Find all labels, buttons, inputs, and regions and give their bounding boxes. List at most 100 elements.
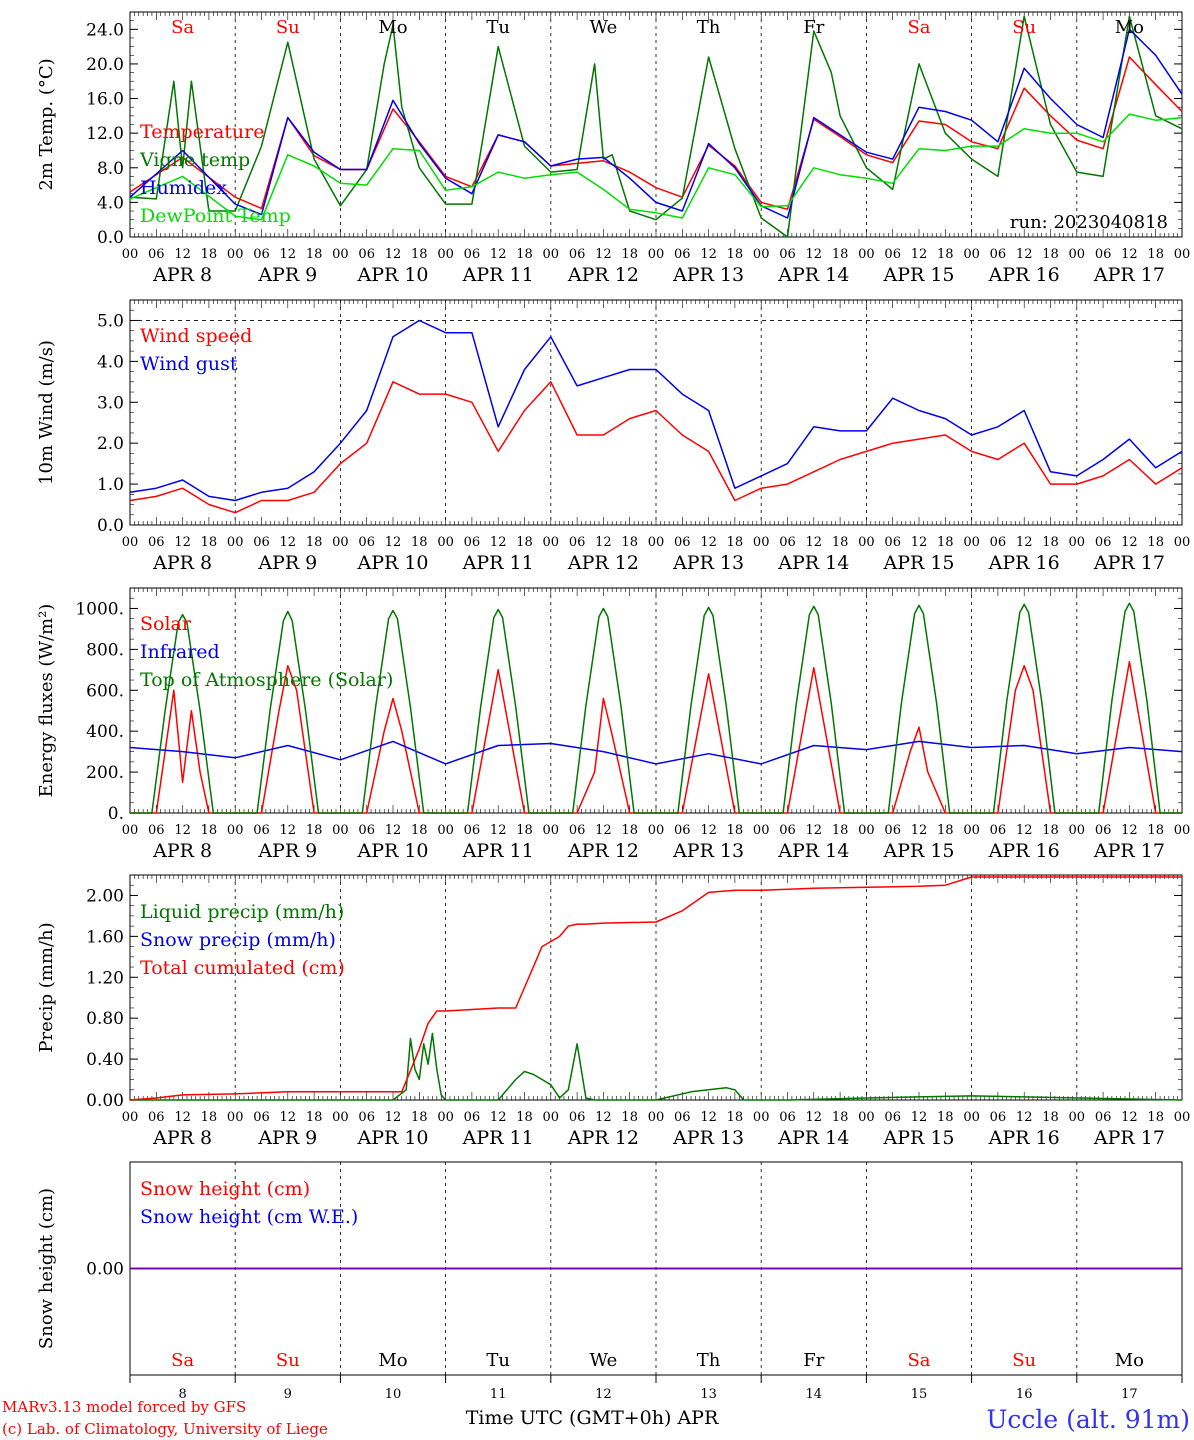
hour-tick-label: 18 bbox=[1042, 247, 1059, 262]
series-line bbox=[129, 15, 1183, 238]
date-label: APR 8 bbox=[152, 1127, 212, 1149]
hour-tick-label: 06 bbox=[253, 535, 270, 550]
hour-tick-label: 06 bbox=[464, 823, 481, 838]
date-label: APR 9 bbox=[257, 1127, 317, 1149]
legend-entry: Vigne temp bbox=[139, 149, 250, 171]
run-annotation: run: 2023040818 bbox=[1010, 212, 1168, 233]
y-tick-label: 1000. bbox=[75, 599, 124, 619]
y-tick-label: 24.0 bbox=[86, 20, 124, 40]
y-tick-label: 0.80 bbox=[86, 1009, 124, 1029]
credit-line-1: MARv3.13 model forced by GFS bbox=[2, 1398, 246, 1416]
day-number-label: 15 bbox=[911, 1387, 928, 1402]
hour-tick-label: 00 bbox=[858, 247, 875, 262]
hour-tick-label: 18 bbox=[516, 1110, 533, 1125]
hour-tick-label: 12 bbox=[385, 823, 402, 838]
hour-tick-label: 00 bbox=[437, 247, 454, 262]
hour-tick-label: 18 bbox=[411, 1110, 428, 1125]
hour-tick-label: 06 bbox=[990, 823, 1007, 838]
y-axis-label: Snow height (cm) bbox=[36, 1188, 57, 1349]
date-label: APR 16 bbox=[988, 264, 1060, 286]
hour-tick-label: 12 bbox=[1016, 535, 1033, 550]
hour-tick-label: 00 bbox=[332, 1110, 349, 1125]
hour-tick-label: 18 bbox=[727, 823, 744, 838]
hour-tick-label: 12 bbox=[700, 823, 717, 838]
hour-tick-label: 00 bbox=[1174, 1110, 1191, 1125]
y-tick-label: 8.0 bbox=[97, 159, 124, 179]
day-number-label: 12 bbox=[595, 1387, 612, 1402]
hour-tick-label: 06 bbox=[464, 1110, 481, 1125]
hour-tick-label: 00 bbox=[1069, 535, 1086, 550]
hour-tick-label: 06 bbox=[884, 535, 901, 550]
date-label: APR 12 bbox=[567, 552, 639, 574]
hour-tick-label: 12 bbox=[280, 535, 297, 550]
hour-tick-label: 12 bbox=[700, 247, 717, 262]
weekday-label: Sa bbox=[171, 17, 194, 38]
hour-tick-label: 00 bbox=[543, 247, 560, 262]
hour-tick-label: 12 bbox=[911, 823, 928, 838]
hour-tick-label: 12 bbox=[1016, 247, 1033, 262]
hour-tick-label: 18 bbox=[1147, 1110, 1164, 1125]
hour-tick-label: 12 bbox=[911, 247, 928, 262]
hour-tick-label: 12 bbox=[1121, 247, 1138, 262]
hour-tick-label: 18 bbox=[832, 823, 849, 838]
y-axis-label: 10m Wind (m/s) bbox=[36, 340, 57, 485]
weekday-label: We bbox=[590, 17, 618, 38]
weekday-label: Mo bbox=[1115, 17, 1144, 38]
xaxis-title: Time UTC (GMT+0h) APR bbox=[466, 1407, 719, 1429]
hour-tick-label: 12 bbox=[385, 247, 402, 262]
weekday-label: Th bbox=[697, 17, 721, 38]
hour-tick-label: 00 bbox=[227, 823, 244, 838]
date-label: APR 16 bbox=[988, 552, 1060, 574]
legend-entry: Snow height (cm) bbox=[140, 1178, 310, 1200]
hour-tick-label: 12 bbox=[806, 535, 823, 550]
hour-tick-label: 00 bbox=[648, 247, 665, 262]
hour-tick-label: 12 bbox=[174, 823, 191, 838]
legend-entry: Temperature bbox=[140, 121, 264, 143]
weekday-label: Su bbox=[1012, 1350, 1036, 1371]
hour-tick-label: 12 bbox=[700, 1110, 717, 1125]
hour-tick-label: 06 bbox=[674, 247, 691, 262]
hour-tick-label: 06 bbox=[569, 1110, 586, 1125]
date-label: APR 14 bbox=[777, 264, 849, 286]
hour-tick-label: 06 bbox=[358, 1110, 375, 1125]
hour-tick-label: 00 bbox=[122, 535, 139, 550]
hour-tick-label: 18 bbox=[832, 1110, 849, 1125]
hour-tick-label: 18 bbox=[306, 823, 323, 838]
hour-tick-label: 00 bbox=[753, 247, 770, 262]
date-label: APR 17 bbox=[1093, 552, 1165, 574]
weekday-label: We bbox=[590, 1350, 618, 1371]
date-label: APR 10 bbox=[356, 264, 428, 286]
hour-tick-label: 18 bbox=[621, 535, 638, 550]
hour-tick-label: 18 bbox=[621, 1110, 638, 1125]
hour-tick-label: 06 bbox=[1095, 823, 1112, 838]
hour-tick-label: 18 bbox=[201, 1110, 218, 1125]
date-label: APR 15 bbox=[882, 264, 954, 286]
weekday-label: Th bbox=[697, 1350, 721, 1371]
hour-tick-label: 18 bbox=[306, 1110, 323, 1125]
y-tick-label: 0.00 bbox=[86, 1091, 124, 1111]
hour-tick-label: 06 bbox=[358, 247, 375, 262]
hour-tick-label: 18 bbox=[411, 247, 428, 262]
weekday-label: Fr bbox=[803, 17, 824, 38]
date-label: APR 11 bbox=[462, 840, 534, 862]
hour-tick-label: 06 bbox=[1095, 247, 1112, 262]
hour-tick-label: 18 bbox=[937, 247, 954, 262]
hour-tick-label: 00 bbox=[227, 1110, 244, 1125]
series-line bbox=[129, 381, 1183, 514]
weekday-label: Tu bbox=[486, 1350, 510, 1371]
hour-tick-label: 00 bbox=[753, 823, 770, 838]
series-line bbox=[129, 113, 1183, 221]
legend-entry: Top of Atmosphere (Solar) bbox=[140, 669, 393, 691]
hour-tick-label: 12 bbox=[1016, 1110, 1033, 1125]
hour-tick-label: 18 bbox=[516, 535, 533, 550]
y-tick-label: 0.0 bbox=[97, 228, 124, 248]
hour-tick-label: 00 bbox=[753, 1110, 770, 1125]
hour-tick-label: 00 bbox=[437, 535, 454, 550]
hour-tick-label: 06 bbox=[358, 535, 375, 550]
series-line bbox=[130, 602, 1182, 814]
hour-tick-label: 06 bbox=[569, 535, 586, 550]
y-tick-label: 1.0 bbox=[97, 475, 124, 495]
y-tick-label: 5.0 bbox=[97, 311, 124, 331]
hour-tick-label: 06 bbox=[253, 1110, 270, 1125]
hour-tick-label: 12 bbox=[595, 1110, 612, 1125]
